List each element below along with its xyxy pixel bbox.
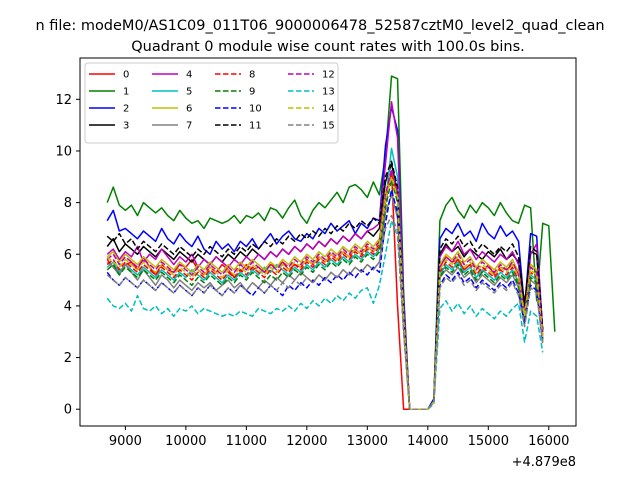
x-tick-label: 11000	[226, 434, 267, 449]
x-offset-label: +4.879e8	[512, 455, 576, 470]
x-tick-label: 13000	[347, 434, 388, 449]
series-line-11	[106, 160, 544, 410]
legend-label-13: 13	[322, 87, 335, 98]
legend-label-8: 8	[249, 70, 255, 81]
x-tick-label: 15000	[468, 434, 509, 449]
legend-label-12: 12	[322, 70, 335, 81]
y-tick-label: 0	[64, 403, 72, 418]
series-line-15	[106, 214, 544, 410]
series-line-13	[106, 219, 544, 410]
legend-label-2: 2	[123, 104, 129, 115]
y-tick-label: 6	[64, 248, 72, 263]
series-line-14	[106, 176, 544, 410]
series-line-6	[106, 176, 544, 410]
plot-area	[106, 75, 556, 410]
y-tick-label: 10	[55, 144, 72, 159]
legend-label-0: 0	[123, 70, 129, 81]
x-tick-label: 16000	[528, 434, 569, 449]
x-tick-label: 14000	[407, 434, 448, 449]
x-axis: 9000 10000 11000 12000 13000 14000 15000 16000	[109, 426, 569, 449]
y-tick-label: 4	[64, 299, 72, 314]
legend-box	[84, 62, 339, 144]
legend-label-5: 5	[186, 87, 192, 98]
series-line-4	[106, 101, 544, 410]
y-tick-label: 2	[64, 351, 72, 366]
series-line-7	[106, 194, 544, 410]
legend-label-11: 11	[249, 121, 262, 132]
x-tick-label: 9000	[109, 434, 142, 449]
y-tick-label: 8	[64, 196, 72, 211]
series-line-10	[106, 188, 544, 410]
x-tick-label: 12000	[286, 434, 327, 449]
series-line-5	[106, 147, 544, 410]
legend-label-4: 4	[186, 70, 192, 81]
legend-label-7: 7	[186, 121, 192, 132]
legend-label-9: 9	[249, 87, 255, 98]
y-axis: 0 2 4 6 8 10 12	[55, 93, 80, 418]
series-line-9	[106, 178, 544, 410]
legend-label-1: 1	[123, 87, 129, 98]
figure-suptitle: n file: modeM0/AS1C09_011T06_9000006478_…	[35, 18, 604, 34]
series-line-12	[106, 168, 544, 410]
series-line-1	[106, 75, 556, 410]
legend-label-14: 14	[322, 104, 335, 115]
axes-frame	[79, 57, 577, 427]
x-tick-label: 10000	[165, 434, 206, 449]
legend-label-3: 3	[123, 121, 129, 132]
y-tick-label: 12	[55, 93, 72, 108]
legend-label-10: 10	[249, 104, 262, 115]
series-line-2	[106, 106, 544, 410]
series-line-8	[106, 173, 544, 410]
legend-label-15: 15	[322, 121, 335, 132]
chart-title: Quadrant 0 module wise count rates with …	[131, 39, 525, 55]
legend-label-6: 6	[186, 104, 192, 115]
